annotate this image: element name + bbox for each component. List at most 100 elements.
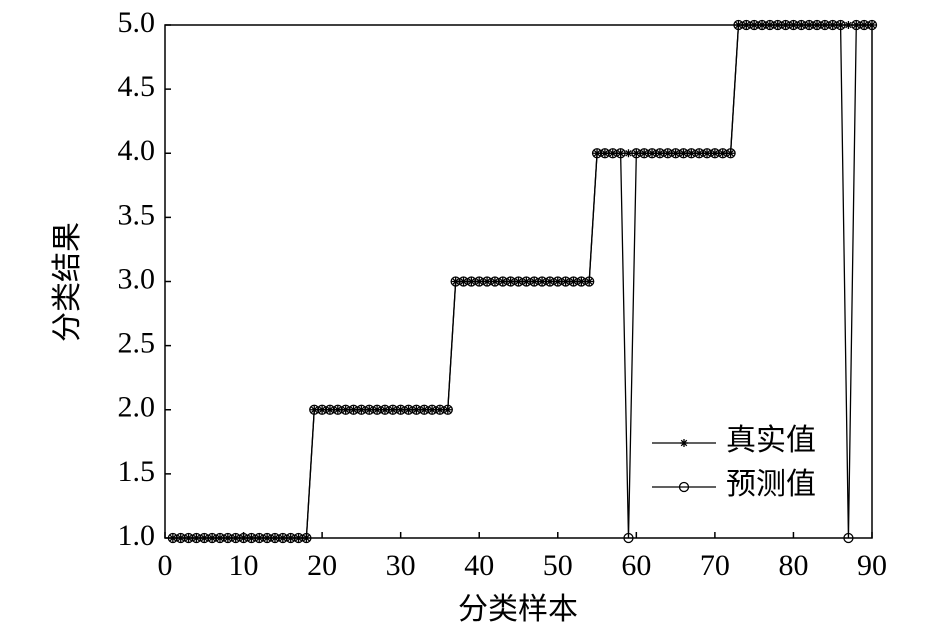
data-point: [584, 276, 595, 287]
x-tick-label: 70: [700, 549, 730, 582]
data-point: [624, 149, 633, 158]
data-point: [481, 276, 493, 287]
data-point: [631, 148, 642, 159]
y-tick-label: 3.5: [118, 198, 156, 231]
data-point: [340, 404, 351, 415]
data-point: [395, 404, 406, 415]
data-point: [419, 404, 430, 415]
data-point: [191, 532, 202, 544]
data-point: [772, 19, 783, 31]
data-point: [811, 19, 823, 31]
data-point: [858, 19, 870, 31]
data-point: [442, 404, 453, 415]
legend-marker: [678, 481, 690, 493]
data-point: [403, 404, 414, 415]
data-point: [701, 148, 713, 159]
x-tick-label: 0: [158, 549, 173, 582]
data-point: [285, 532, 296, 544]
data-point: [607, 148, 618, 159]
data-point: [183, 532, 194, 544]
data-point: [434, 404, 446, 415]
data-point: [230, 532, 241, 544]
y-tick-label: 1.5: [118, 455, 156, 488]
data-point: [513, 276, 524, 287]
data-point: [505, 276, 516, 287]
data-point: [348, 404, 359, 415]
data-point: [521, 276, 532, 287]
data-point: [639, 148, 650, 159]
data-point: [851, 19, 862, 31]
data-point: [764, 19, 776, 31]
data-point: [238, 532, 249, 544]
data-point: [222, 532, 233, 544]
data-point: [293, 532, 304, 544]
data-point: [324, 404, 336, 415]
y-tick-label: 4.0: [118, 134, 156, 167]
data-point: [309, 404, 320, 415]
data-point: [474, 276, 485, 287]
data-point: [844, 21, 853, 29]
data-point: [804, 19, 815, 31]
data-point: [662, 148, 673, 159]
x-tick-label: 80: [778, 549, 808, 582]
data-point: [379, 404, 391, 415]
data-point: [261, 532, 273, 544]
y-tick-label: 4.5: [118, 70, 156, 103]
x-axis-label: 分类样本: [458, 593, 578, 626]
data-point: [780, 19, 791, 31]
data-point: [458, 276, 469, 287]
data-point: [670, 148, 681, 159]
data-point: [356, 404, 367, 415]
data-point: [568, 276, 579, 287]
y-tick-label: 5.0: [118, 6, 156, 39]
legend-label: 真实值: [726, 424, 816, 457]
y-axis-label: 分类结果: [51, 222, 84, 342]
data-point: [623, 532, 634, 544]
data-point: [709, 148, 721, 159]
data-point: [466, 276, 477, 287]
x-tick-label: 40: [464, 549, 494, 582]
data-point: [725, 148, 736, 159]
data-point: [544, 276, 556, 287]
data-point: [332, 404, 343, 415]
data-point: [246, 532, 257, 544]
data-point: [316, 404, 328, 415]
y-tick-label: 1.0: [118, 519, 156, 552]
data-point: [835, 19, 846, 31]
data-point: [387, 404, 398, 415]
data-point: [756, 19, 768, 31]
data-point: [371, 404, 383, 415]
data-point: [560, 276, 571, 287]
data-point: [214, 532, 226, 544]
data-point: [167, 532, 179, 544]
data-point: [411, 404, 422, 415]
data-point: [599, 148, 611, 159]
data-point: [788, 19, 799, 31]
data-point: [552, 276, 563, 287]
data-point: [749, 19, 760, 31]
legend-label: 预测值: [726, 468, 816, 501]
data-point: [576, 276, 587, 287]
x-tick-label: 50: [543, 549, 573, 582]
x-tick-label: 30: [386, 549, 416, 582]
data-point: [199, 532, 210, 544]
data-point: [450, 276, 461, 287]
y-tick-label: 2.5: [118, 327, 156, 360]
data-point: [254, 532, 265, 544]
data-point: [615, 148, 626, 159]
y-tick-label: 3.0: [118, 262, 156, 295]
data-point: [529, 276, 540, 287]
data-point: [646, 148, 658, 159]
data-point: [277, 532, 288, 544]
x-tick-label: 20: [307, 549, 337, 582]
data-point: [741, 19, 752, 31]
y-tick-label: 2.0: [118, 391, 156, 424]
data-point: [497, 276, 508, 287]
data-point: [426, 404, 438, 415]
data-point: [489, 276, 501, 287]
data-point: [269, 532, 281, 544]
legend-marker: [680, 439, 688, 447]
data-point: [175, 532, 186, 544]
data-point: [733, 19, 744, 31]
